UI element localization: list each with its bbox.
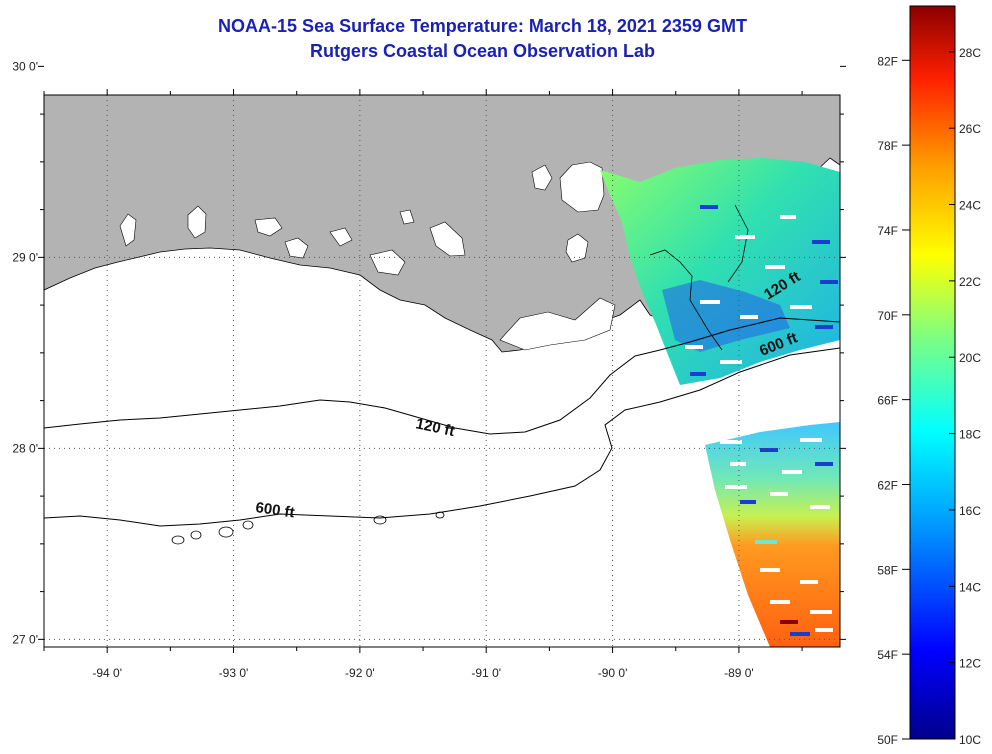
lon-tick-label: -89 0': [724, 666, 754, 680]
lon-tick-label: -91 0': [471, 666, 501, 680]
lat-tick-label: 29 0': [12, 250, 38, 264]
longitude-axis: -94 0' -93 0' -92 0' -91 0' -90 0' -89 0': [43, 89, 803, 680]
colorbar-c-label: 22C: [959, 275, 981, 289]
colorbar-c-label: 28C: [959, 46, 981, 60]
colorbar-f-label: 58F: [877, 563, 898, 577]
colorbar-f-label: 66F: [877, 394, 898, 408]
map-frame: [43, 94, 841, 648]
lake-small-1: [565, 233, 589, 263]
colorbar-c-label: 24C: [959, 199, 981, 213]
graticule: [44, 95, 840, 647]
lake-small-6: [429, 221, 466, 257]
sst-cool-band: [662, 280, 790, 352]
colorbar-f-label: 70F: [877, 309, 898, 323]
map-subtitle: Rutgers Coastal Ocean Observation Lab: [309, 41, 656, 61]
lat-tick-label: 27 0': [12, 632, 38, 646]
colorbar-c-label: 12C: [959, 657, 981, 671]
lon-tick-label: -93 0': [219, 666, 249, 680]
colorbar-f-label: 78F: [877, 139, 898, 153]
colorbar-f-label: 74F: [877, 224, 898, 238]
lake-small-5: [254, 217, 283, 237]
lake-small-8: [329, 227, 353, 247]
colorbar-c-label: 10C: [959, 733, 981, 747]
colorbar-c-label: 14C: [959, 580, 981, 594]
lake-small-7: [369, 249, 406, 276]
colorbar-fahrenheit-scale: 82F 78F 74F 70F 66F 62F 58F 54F 50F: [877, 54, 910, 747]
colorbar-c-label: 18C: [959, 428, 981, 442]
lake-small-2: [284, 237, 309, 259]
lon-tick-label: -94 0': [92, 666, 122, 680]
lat-tick-label: 28 0': [12, 441, 38, 455]
sst-chandeleur-outline: [649, 204, 749, 351]
contour-120ft: [44, 317, 840, 435]
bay-delta: [499, 297, 616, 351]
lake-small-4: [119, 213, 137, 247]
lake-maurepas: [531, 164, 553, 191]
colorbar-c-label: 16C: [959, 504, 981, 518]
colorbar-f-label: 50F: [877, 733, 898, 747]
sst-patch-offshore: [705, 422, 840, 647]
lat-tick-label: 30 0': [12, 59, 38, 73]
lon-tick-label: -92 0': [345, 666, 375, 680]
colorbar-f-label: 62F: [877, 478, 898, 492]
colorbar-f-label: 54F: [877, 648, 898, 662]
contour-600ft: [44, 347, 840, 527]
seamount-contours: [171, 511, 445, 545]
colorbar-f-label: 82F: [877, 54, 898, 68]
lake-small-9: [399, 209, 415, 225]
contour-label-600ft-left: 600 ft: [254, 499, 295, 521]
colorbar-c-label: 20C: [959, 351, 981, 365]
map-title: NOAA-15 Sea Surface Temperature: March 1…: [218, 16, 747, 36]
colorbar-celsius-scale: 28C 26C 24C 22C 20C 18C 16C 14C 12C 10C: [949, 46, 981, 747]
lon-tick-label: -90 0': [598, 666, 628, 680]
cloud-flags: [685, 205, 838, 636]
latitude-axis: 30 0' 29 0' 28 0' 27 0': [12, 59, 846, 646]
lake-small-3: [187, 205, 207, 239]
colorbar-c-label: 26C: [959, 122, 981, 136]
colorbar: [909, 5, 956, 740]
lake-pontchartrain: [559, 161, 605, 213]
